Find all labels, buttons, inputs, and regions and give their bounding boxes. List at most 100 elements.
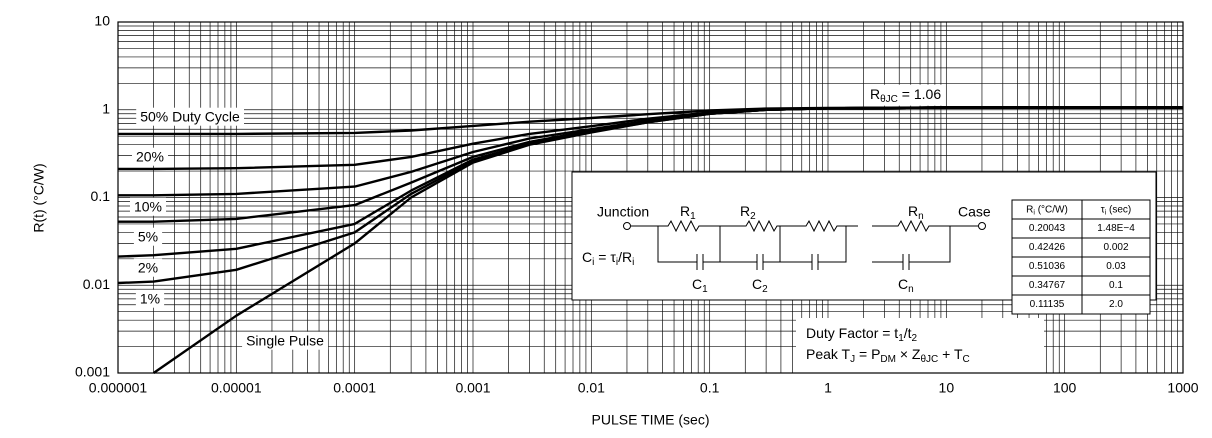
x-tick-label: 1000 [1167,380,1198,396]
capacitor-label: C2 [752,276,768,295]
curve [118,106,1183,171]
text-part: C [692,276,702,292]
subscript: J [850,354,855,365]
subscript: n [908,284,914,295]
x-tick-label: 100 [1053,380,1077,396]
text-part: = P [855,346,880,362]
text-part: + T [938,346,963,362]
text-part: /R [618,249,632,265]
text-part: (°C/W) [1035,204,1068,215]
text-part: Duty Factor = t [806,325,898,341]
y-axis-title: R(t) (°C/W) [31,163,47,232]
note: Peak TJ = PDM × ZθJC + TC [806,346,970,365]
x-tick-label: 0.1 [700,380,720,396]
x-tick-label: 0.001 [455,380,490,396]
label-background [866,84,946,106]
notes-box [796,318,1044,373]
table-header: τi (sec) [1101,204,1132,216]
subscript: i [632,257,634,268]
table-cell: 0.34767 [1029,280,1066,291]
subscript: 1 [702,284,708,295]
text-part: R [908,203,918,219]
text-part: Peak T [806,346,851,362]
text-part: × Z [896,346,921,362]
junction-label: Junction [597,204,649,220]
table-cell: 0.51036 [1029,261,1066,272]
subscript: θJC [920,354,938,365]
table-header: Ri (°C/W) [1026,204,1068,216]
axes: 0.000001 0.00001 0.0001 0.001 0.01 0.1 1 10 100 1… [75,13,1199,396]
curves [117,106,1183,374]
x-axis-title: PULSE TIME (sec) [592,412,710,428]
text-part: C [582,249,592,265]
subscript: i [616,257,618,268]
curve-labels: 50% Duty Cycle 20% 10% 5% 2% 1% Single Pulse Rθ… [134,86,941,349]
inset: Junction Case R1 R2 Rn C1 C2 Cn Ci = τi/… [571,171,1157,315]
subscript: 2 [762,284,768,295]
table-cell: 0.1 [1109,280,1123,291]
curve [152,106,1183,374]
subscript: i [1033,209,1035,216]
text-part: R [1026,204,1033,215]
label-background [135,289,165,308]
capacitor-label: Cn [898,276,914,295]
formula: Ci = τi/Ri [582,249,634,268]
case-label: Case [958,204,991,220]
y-tick-label: 1 [102,100,110,116]
text-part: τ [1101,204,1105,215]
subscript: 2 [750,211,756,222]
label-background [131,147,169,166]
table-cell: 1.48E−4 [1097,223,1135,234]
curve-label: Single Pulse [246,333,324,349]
annotation: RθJC = 1.06 [870,86,941,105]
table-cell: 0.11135 [1030,299,1065,310]
label-background [242,331,329,350]
plot-frame [117,21,1184,374]
text-part: (sec) [1106,204,1131,215]
label-background [136,107,245,126]
text-part: C [898,276,908,292]
curve-label: 2% [138,260,158,276]
text-part: R [870,86,880,102]
table-cell: 2.0 [1109,299,1123,310]
x-tick-label: 0.000001 [89,380,148,396]
label-background [133,258,163,277]
y-tick-label: 10 [94,13,110,29]
subscript: i [1105,209,1107,216]
curve-label: 50% Duty Cycle [140,109,240,125]
table-cell: 0.03 [1106,261,1126,272]
curve-label: 10% [134,199,162,215]
text-part: /t [904,325,912,341]
resistor-label: R2 [740,203,756,222]
table-cell: 0.42426 [1029,242,1066,253]
y-tick-label: 0.01 [83,276,110,292]
x-tick-label: 0.0001 [333,380,376,396]
x-tick-label: 0.01 [578,380,605,396]
subscript: n [918,211,924,222]
y-tick-label: 0.1 [91,188,111,204]
parameter-table: Ri (°C/W) τi (sec)0.20043 1.48E−40.42426 0.… [1011,199,1151,315]
capacitor-label: C1 [692,276,708,295]
table-cell: 0.20043 [1029,223,1066,234]
x-tick-label: 0.00001 [211,380,262,396]
table-cell: 0.002 [1103,242,1128,253]
label-backgrounds [129,84,946,350]
label-background [133,227,163,246]
text-part: = 1.06 [898,86,941,102]
subscript: 2 [912,333,918,344]
subscript: 1 [898,333,904,344]
curve-label: 1% [140,291,160,307]
subscript: i [592,257,594,268]
x-tick-label: 1 [824,380,832,396]
x-tick-label: 10 [939,380,955,396]
text-part: R [740,203,750,219]
subscript: 1 [690,211,696,222]
circuit [623,219,986,270]
resistor-label: R1 [680,203,696,222]
y-tick-label: 0.001 [75,364,110,380]
subscript: DM [880,354,896,365]
text-part: = τ [594,249,616,265]
resistor-label: Rn [908,203,924,222]
text-part: R [680,203,690,219]
